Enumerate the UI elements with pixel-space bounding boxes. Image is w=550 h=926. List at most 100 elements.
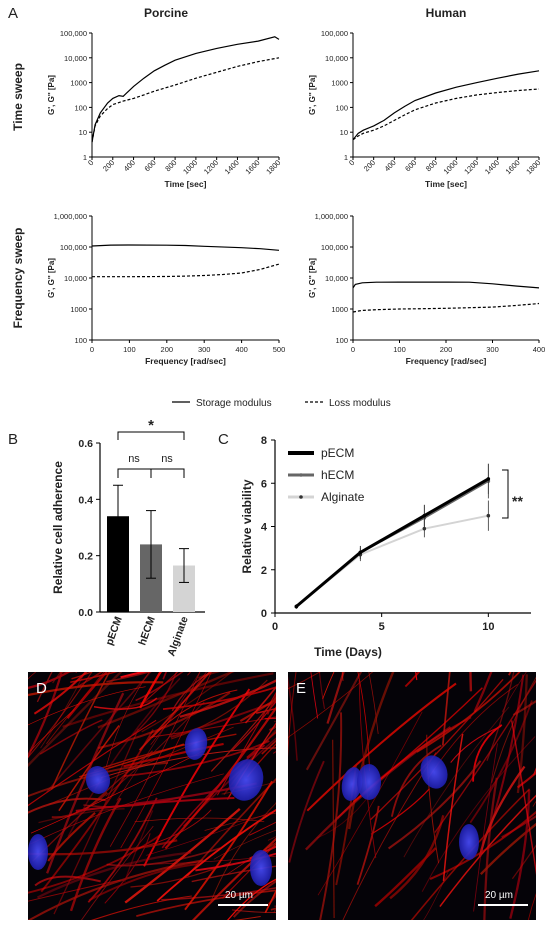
series-line-pecm <box>295 477 490 608</box>
x-tick-label: 10 <box>482 621 494 633</box>
cell-nucleus <box>459 824 479 860</box>
actin-fiber <box>38 808 125 824</box>
actin-fiber <box>143 672 179 703</box>
y-tick-label: 1000 <box>70 79 87 88</box>
actin-fiber <box>527 893 536 920</box>
actin-fiber <box>28 672 123 768</box>
actin-fiber <box>390 744 442 817</box>
x-axis-label: Time [sec] <box>165 179 207 189</box>
x-tick-label: 0 <box>351 345 355 354</box>
storage-modulus-line <box>352 281 540 289</box>
y-tick-label: 4 <box>261 522 268 534</box>
actin-fiber <box>516 674 528 794</box>
x-tick-label: 400 <box>122 158 137 173</box>
legend-a: Storage modulus Loss modulus <box>172 398 391 409</box>
actin-fiber <box>306 682 457 812</box>
actin-fiber <box>179 679 276 718</box>
actin-fiber <box>132 672 178 736</box>
actin-fiber <box>161 744 266 849</box>
actin-fiber <box>267 836 276 841</box>
x-tick-label: 800 <box>163 158 178 173</box>
scale-bar-d <box>218 904 268 906</box>
storage-modulus-line <box>352 70 540 141</box>
y-tick-label: 100 <box>335 336 348 345</box>
y-tick-label: 1 <box>344 153 348 162</box>
y-tick-label: 2 <box>261 565 267 577</box>
column-title-human: Human <box>426 6 467 20</box>
data-point <box>422 513 427 518</box>
actin-fiber <box>510 720 536 875</box>
actin-fiber <box>34 875 101 887</box>
panel-label-d: D <box>36 680 47 697</box>
y-tick-label: 0.6 <box>78 438 93 450</box>
y-tick-label: 0.2 <box>78 551 93 563</box>
x-tick-label: 500 <box>273 345 286 354</box>
actin-fiber <box>288 672 374 738</box>
cell-nucleus <box>250 850 272 886</box>
actin-fiber <box>50 672 111 790</box>
actin-fiber <box>441 672 451 746</box>
actin-fiber <box>186 777 276 877</box>
x-tick-label: 1800 <box>264 158 282 176</box>
significance-star: * <box>148 417 154 434</box>
actin-fiber <box>319 712 343 920</box>
row-title-time-sweep: Time sweep <box>11 63 25 131</box>
x-tick-label: 1400 <box>483 158 501 176</box>
legend-storage-label: Storage modulus <box>196 398 272 409</box>
y-tick-label: 8 <box>261 435 267 447</box>
actin-fiber <box>106 672 153 683</box>
actin-fiber <box>195 852 276 872</box>
y-tick-label: 100 <box>335 103 348 112</box>
y-tick-label: 10 <box>340 128 348 137</box>
actin-fiber <box>479 822 536 876</box>
actin-fiber <box>423 869 450 920</box>
data-point <box>486 477 491 481</box>
actin-fiber <box>184 780 273 911</box>
actin-fiber <box>69 797 122 912</box>
scale-label-d: 20 µm <box>225 890 253 901</box>
cell-nucleus <box>184 728 208 760</box>
actin-fiber <box>141 672 233 733</box>
x-tick-label: 1200 <box>462 158 480 176</box>
y-tick-label: 100,000 <box>60 243 87 252</box>
actin-fiber <box>124 808 241 904</box>
legend-loss-label: Loss modulus <box>329 398 391 409</box>
bar <box>173 565 195 612</box>
x-tick-label: pECM <box>103 615 125 647</box>
actin-fiber <box>139 672 162 709</box>
legend-marker <box>299 451 303 455</box>
y-tick-label: 100,000 <box>321 29 348 38</box>
actin-fiber <box>426 734 440 864</box>
panel-label-b: B <box>8 431 18 448</box>
y-tick-label: 10 <box>79 128 87 137</box>
actin-fiber <box>46 692 125 874</box>
x-axis-label: Frequency [rad/sec] <box>145 356 226 366</box>
bar <box>107 516 129 612</box>
x-tick-label: 800 <box>424 158 439 173</box>
x-tick-label: 600 <box>403 158 418 173</box>
actin-fiber <box>28 686 146 726</box>
x-tick-label: 400 <box>533 345 546 354</box>
y-tick-label: 1,000,000 <box>315 212 348 221</box>
actin-fiber <box>29 709 75 752</box>
actin-fiber <box>509 789 531 919</box>
actin-fiber <box>106 672 150 767</box>
y-tick-label: 6 <box>261 478 267 490</box>
actin-fiber <box>233 915 261 920</box>
actin-fiber <box>93 697 158 710</box>
actin-fiber <box>469 700 533 824</box>
cell-nucleus <box>85 766 111 794</box>
bracket-pecm-alginate <box>117 431 185 440</box>
actin-fiber <box>28 879 121 902</box>
x-tick-label: 1400 <box>223 158 241 176</box>
legend-marker <box>299 473 303 477</box>
actin-fiber <box>151 689 238 739</box>
x-tick-label: 1000 <box>442 158 460 176</box>
y-axis-label: G', G'' [Pa] <box>47 75 56 115</box>
actin-fiber <box>150 672 207 745</box>
y-tick-label: 1000 <box>331 79 348 88</box>
x-tick-label: 200 <box>440 345 453 354</box>
actin-fiber <box>77 672 103 688</box>
